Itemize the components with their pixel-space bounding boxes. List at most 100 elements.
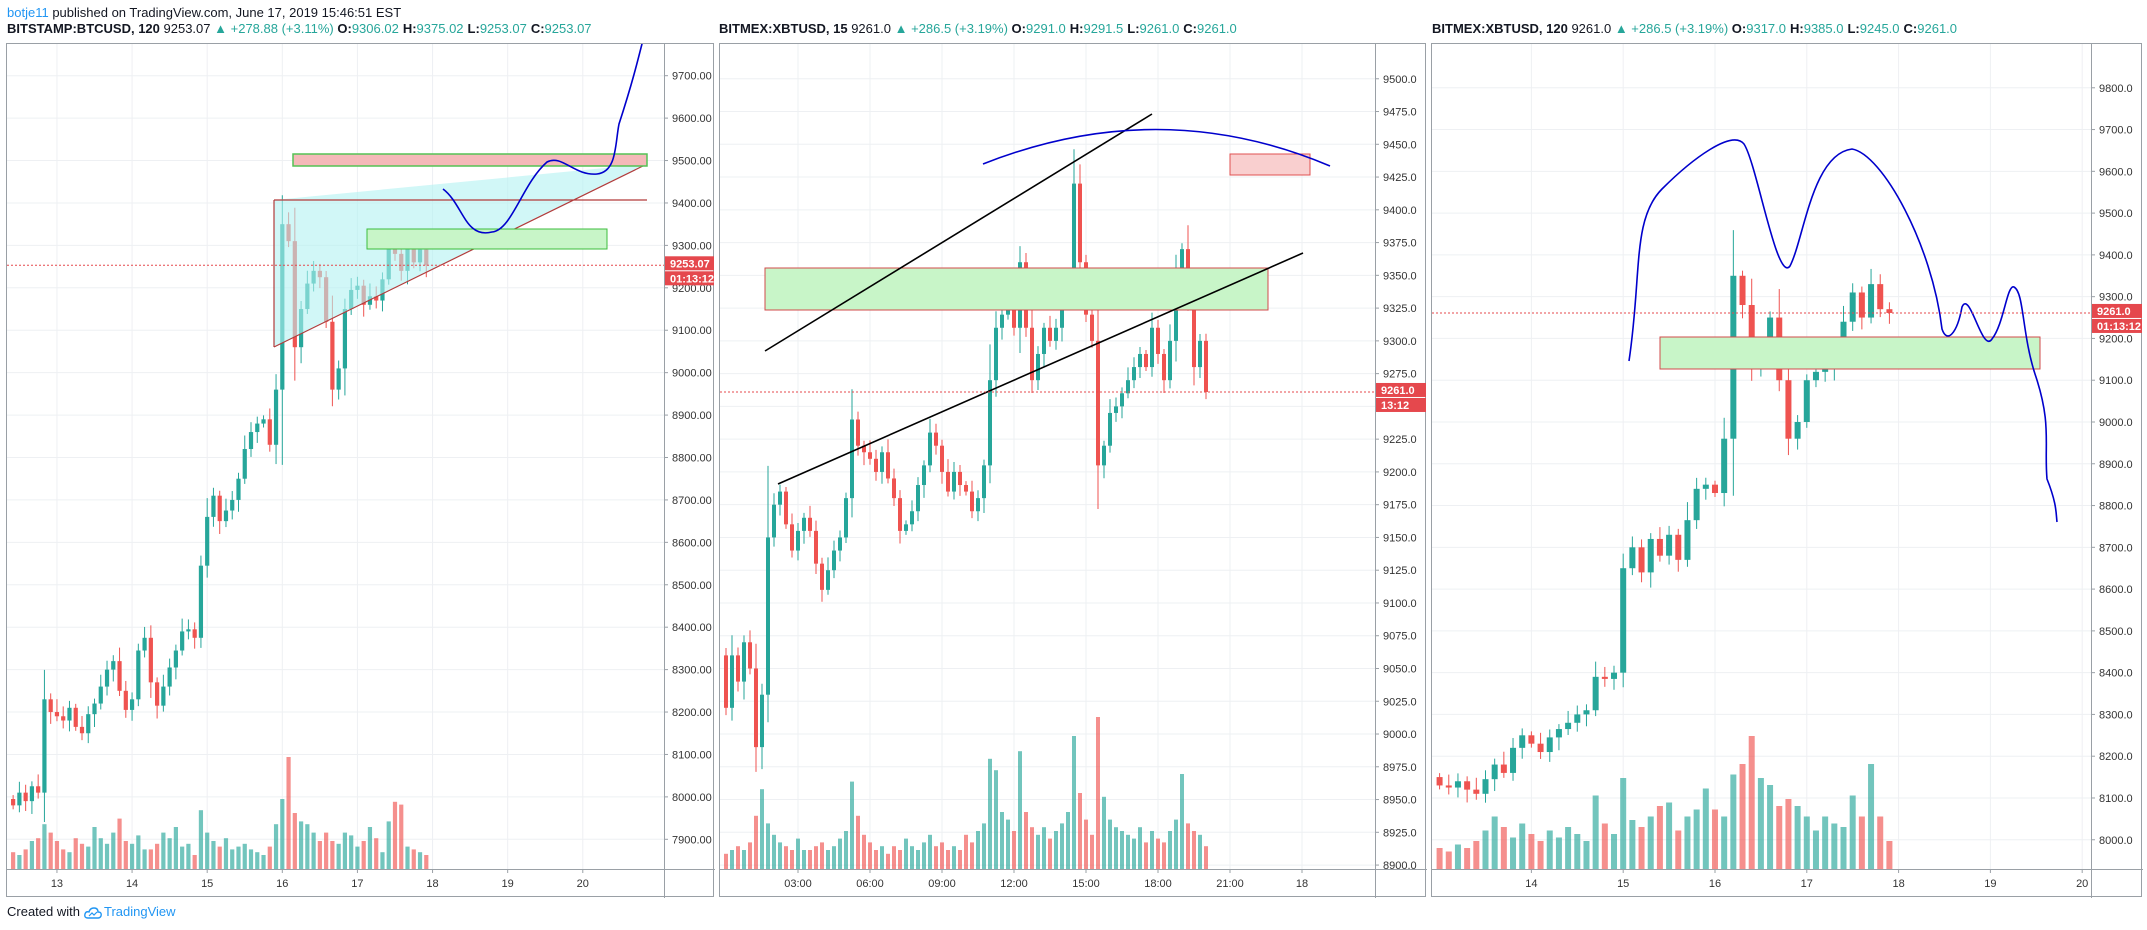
ohlc-value: 9306.02 [351,21,399,36]
candle-body [1114,406,1118,413]
resistance-zone [292,153,648,167]
candle [1739,270,1746,319]
candle [267,408,272,452]
y-tick-label: 8300.00 [672,665,712,677]
volume-bar [405,846,410,869]
change-label: ▲ +286.5 (+3.19%) [894,21,1008,36]
volume-bar [98,838,103,869]
volume-bar [386,821,391,869]
candle [173,644,178,680]
candle [1785,359,1792,456]
candle-body [342,309,348,369]
time-tag-text: 01:13:12 [2097,321,2141,333]
volume-bar [1721,816,1728,869]
volume-bar [1840,827,1847,869]
volume-bar [267,846,272,869]
chart-panel-1[interactable]: 7900.00 8000.00 8100.00 8200.00 8300.00 8400.… [6,43,715,898]
volume-bar [778,842,782,869]
y-tick-label: 9275.0 [1383,369,1417,381]
candle [1537,732,1544,759]
price-tag-bg [665,256,714,271]
candle [1546,729,1553,762]
y-tick-label: 8800.0 [2099,501,2133,513]
volume-bar [1090,834,1094,869]
candle-body [868,452,872,459]
candle-body [230,499,235,511]
volume-bar [976,831,980,869]
candle-body [255,423,260,433]
volume-bar [856,815,860,869]
candle-body [205,516,210,566]
candle-body [1464,781,1471,790]
volume-bar [1877,816,1884,869]
candle-body [784,491,788,525]
tradingview-link[interactable]: TradingView [84,903,176,921]
candle-body [958,471,962,486]
candle-body [1042,327,1046,354]
volume-bar [367,827,373,869]
candle-body [1528,735,1535,744]
chart-panel-3[interactable]: 8000.0 8100.0 8200.0 8300.0 8400.0 8500.0 8600… [1431,43,2143,898]
ohlc-key: C: [1183,21,1198,36]
candle-body [1711,484,1718,494]
volume-bar [868,842,872,869]
volume-bar [317,841,322,869]
author-link[interactable]: botje11 [7,5,49,20]
chart-panel-2[interactable]: 8900.0 8925.0 8950.0 8975.0 9000.0 9025.0 9050… [719,43,1427,898]
candle-body [1000,314,1004,328]
y-tick-label: 8100.00 [672,749,712,761]
volume-bar [42,824,47,869]
candle [1675,528,1682,572]
candle [1150,312,1154,377]
y-tick-label: 8500.0 [2099,626,2133,638]
y-tick-label: 8400.00 [672,622,712,634]
candle [17,781,22,813]
volume-bar [844,831,848,869]
candle [161,674,166,712]
candle-body [916,485,920,512]
candle-body [736,655,740,682]
candle-body [838,537,842,551]
volume-bar [261,855,266,869]
volume-bar [48,832,53,869]
candle [42,669,47,823]
drawings [273,44,648,348]
candle [1464,776,1471,803]
candle-body [180,631,185,651]
y-tick-label: 8925.0 [1383,827,1417,839]
volume-bar [1592,795,1599,869]
x-tick-label: 20 [2076,878,2088,890]
volume-bar [1174,819,1178,869]
candle-body [1054,327,1058,341]
candle [248,422,254,457]
time-tag-bg [665,271,714,286]
y-tick-label: 9400.00 [672,198,712,210]
candle [934,423,938,455]
candle-body [982,465,986,499]
volume-bar [1611,834,1618,869]
candle-body [1693,488,1700,521]
volume-bar [766,823,770,869]
volume-bar [910,846,914,869]
y-tick-label: 9150.0 [1383,532,1417,544]
candle [886,439,890,484]
volume-bar [736,846,740,869]
volume-bar [192,855,197,869]
volume-bar [330,841,335,869]
candle [192,622,197,649]
candle [1030,307,1034,394]
ohlc-value: 9317.0 [1746,21,1786,36]
candle-body [161,686,166,706]
candle [796,522,800,561]
candle-body [1445,785,1452,788]
y-tick-label: 9000.0 [1383,729,1417,741]
volume-bar [832,846,836,869]
candle [180,618,185,656]
candle [104,660,110,696]
candle [1102,440,1106,479]
candle-body [1886,309,1893,313]
volume-bar [1831,823,1838,869]
candle [148,625,153,698]
y-tick-label: 9225.0 [1383,434,1417,446]
volume-bar [988,758,992,869]
